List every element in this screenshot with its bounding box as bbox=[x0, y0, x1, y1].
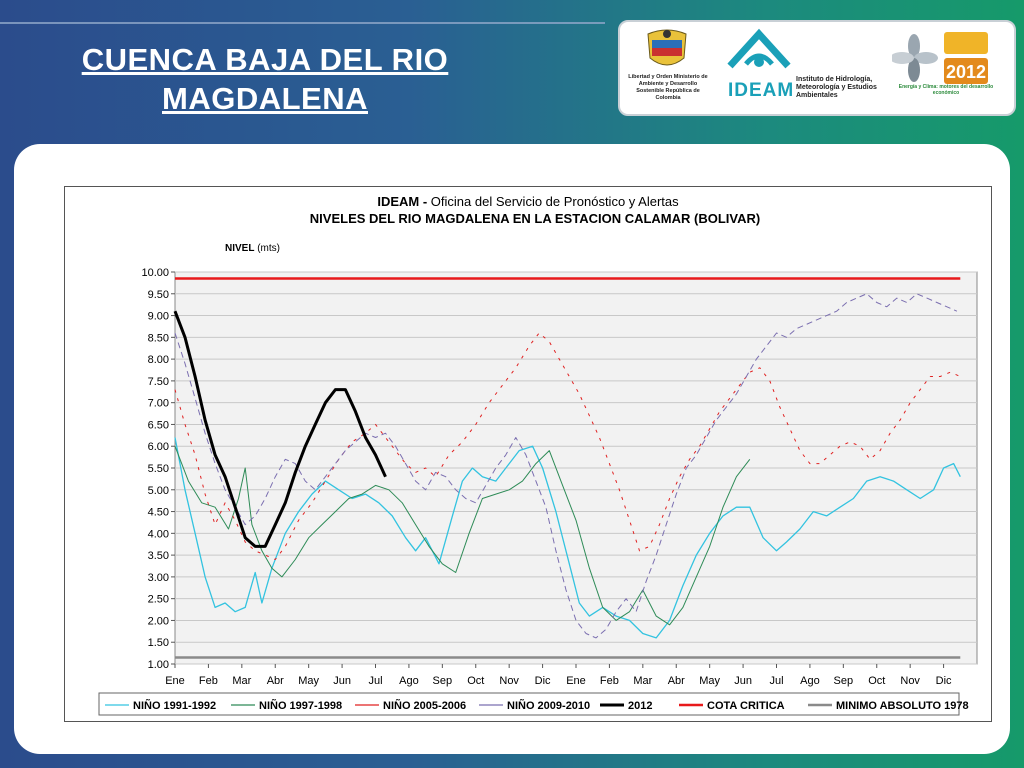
colombia-shield-icon bbox=[647, 29, 687, 66]
congreso-clima-logo-icon: 2012 bbox=[892, 32, 988, 84]
y-tick-label: 9.00 bbox=[148, 311, 169, 323]
x-tick-label: Sep bbox=[834, 675, 854, 687]
y-tick-label: 2.00 bbox=[148, 615, 169, 627]
y-tick-label: 10.00 bbox=[141, 267, 169, 279]
x-tick-label: Feb bbox=[600, 675, 619, 687]
top-rule bbox=[0, 22, 605, 24]
y-tick-label: 2.50 bbox=[148, 594, 169, 606]
legend-label: COTA CRITICA bbox=[707, 700, 785, 712]
y-tick-label: 1.50 bbox=[148, 637, 169, 649]
x-tick-label: May bbox=[298, 675, 319, 687]
gridlines bbox=[175, 271, 977, 665]
legend-box bbox=[98, 692, 960, 716]
x-tick-label: Ago bbox=[399, 675, 419, 687]
x-tick-label: Sep bbox=[433, 675, 453, 687]
y-tick-label: 1.00 bbox=[148, 659, 169, 671]
legend-label: NIÑO 1997-1998 bbox=[259, 699, 342, 712]
series-lines bbox=[173, 277, 961, 659]
legend-label: MINIMO ABSOLUTO 1978 bbox=[836, 700, 969, 712]
x-tick-label: Mar bbox=[633, 675, 652, 687]
x-tick-label: Jul bbox=[368, 675, 382, 687]
legend: NIÑO 1991-1992 NIÑO 1997-1998 NIÑO 2005-20… bbox=[105, 699, 969, 712]
y-tick-label: 4.00 bbox=[148, 528, 169, 540]
legend-label: 2012 bbox=[628, 700, 652, 712]
series-line-2 bbox=[174, 332, 961, 560]
y-tick-label: 5.00 bbox=[148, 485, 169, 497]
x-tick-label: Jun bbox=[333, 675, 351, 687]
y-tick-label: 6.50 bbox=[148, 419, 169, 431]
y-tick-label: 9.50 bbox=[148, 289, 169, 301]
slide-title: CUENCA BAJA DEL RIO MAGDALENA bbox=[81, 42, 449, 116]
x-tick-label: Nov bbox=[900, 675, 920, 687]
x-tick-label: Ene bbox=[165, 675, 185, 687]
y-tick-label: 4.50 bbox=[148, 507, 169, 519]
x-tick-label: Feb bbox=[199, 675, 218, 687]
logos-panel: Libertad y Orden Ministerio de Ambiente … bbox=[618, 20, 1016, 116]
chart-subtitle: NIVELES DEL RIO MAGDALENA EN LA ESTACION… bbox=[310, 211, 760, 226]
legend-label: NIÑO 1991-1992 bbox=[133, 699, 216, 712]
y-tick-label: 8.00 bbox=[148, 354, 169, 366]
y-tick-label: 5.50 bbox=[148, 463, 169, 475]
ideam-institute-name: Instituto de Hidrología, Meteorología y … bbox=[796, 76, 877, 99]
river-level-chart: IDEAM - Oficina del Servicio de Pronósti… bbox=[98, 194, 978, 716]
series-line-4 bbox=[173, 310, 387, 548]
x-tick-label: Abr bbox=[668, 675, 685, 687]
x-tick-label: Dic bbox=[535, 675, 551, 687]
x-tick-label: Dic bbox=[936, 675, 952, 687]
y-tick-label: 3.00 bbox=[148, 572, 169, 584]
x-tick-label: Abr bbox=[267, 675, 284, 687]
legend-label: NIÑO 2005-2006 bbox=[383, 699, 466, 712]
y-tick-label: 7.00 bbox=[148, 398, 169, 410]
x-tick-label: Ago bbox=[800, 675, 820, 687]
chart-frame: IDEAM - Oficina del Servicio de Pronósti… bbox=[64, 186, 992, 722]
x-tick-label: Mar bbox=[232, 675, 251, 687]
y-axis-label: NIVEL (mts) bbox=[225, 243, 280, 254]
x-tick-label: Jun bbox=[734, 675, 752, 687]
x-tick-label: Nov bbox=[499, 675, 519, 687]
x-tick-label: Jul bbox=[769, 675, 783, 687]
ideam-wordmark: IDEAM bbox=[728, 80, 795, 101]
x-tick-label: May bbox=[699, 675, 720, 687]
x-axis-ticks: Ene Feb Mar Abr May Jun Jul Ago Sep Oct Nov Dic Ene F… bbox=[165, 664, 952, 687]
chart-title: IDEAM - Oficina del Servicio de Pronósti… bbox=[377, 194, 679, 209]
y-axis-ticks: 1.00 1.50 2.00 2.50 3.00 3.50 4.00 4.50 5.00 5.50… bbox=[141, 267, 175, 671]
y-tick-label: 7.50 bbox=[148, 376, 169, 388]
legend-label: NIÑO 2009-2010 bbox=[507, 699, 590, 712]
series-line-3 bbox=[174, 293, 958, 639]
series-line-0 bbox=[174, 437, 961, 639]
x-tick-label: Oct bbox=[467, 675, 484, 687]
y-tick-label: 3.50 bbox=[148, 550, 169, 562]
ministry-text: Libertad y Orden Ministerio de Ambiente … bbox=[628, 74, 708, 101]
y-tick-label: 8.50 bbox=[148, 332, 169, 344]
series-line-1 bbox=[174, 446, 751, 626]
x-tick-label: Ene bbox=[566, 675, 586, 687]
svg-text:2012: 2012 bbox=[946, 62, 986, 82]
y-tick-label: 6.00 bbox=[148, 441, 169, 453]
congress-tagline: Energía y Clima: motores del desarrollo … bbox=[898, 84, 994, 96]
x-tick-label: Oct bbox=[868, 675, 885, 687]
ideam-logo-icon bbox=[727, 28, 791, 69]
